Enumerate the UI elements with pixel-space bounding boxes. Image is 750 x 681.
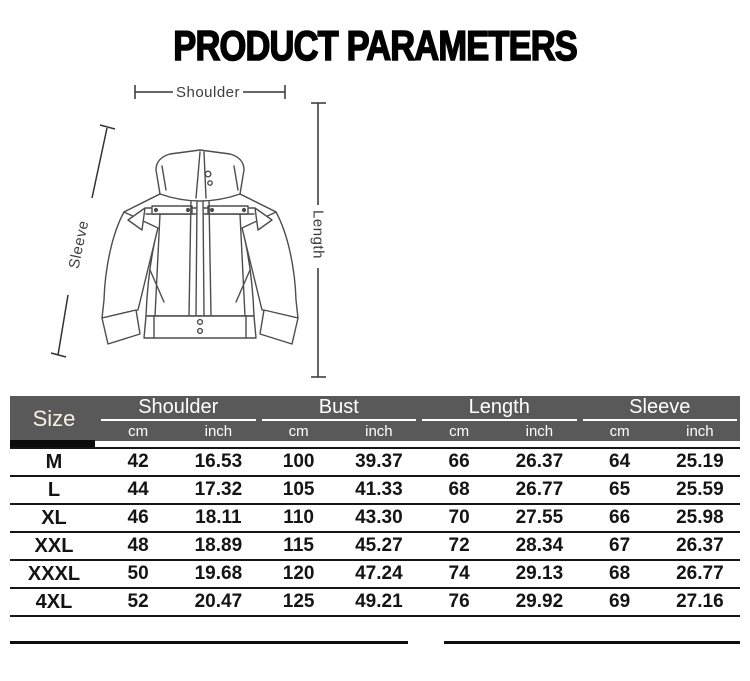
sleeve-group-header: Sleeve [582, 396, 737, 421]
value-cell: 28.34 [515, 535, 564, 556]
value-cell: 65 [609, 479, 631, 500]
table-row: XL 46 18.11 110 43.30 70 27.55 66 25.98 [10, 505, 740, 533]
value-cell: 43.30 [355, 507, 403, 528]
table-row: XXXL 50 19.68 120 47.24 74 29.13 68 26.7… [10, 561, 740, 589]
value-cell: 41.33 [355, 479, 403, 500]
jacket-measurement-diagram [50, 85, 326, 378]
value-cell: 105 [282, 479, 315, 500]
value-cell: 29.92 [515, 591, 564, 612]
value-cell: 68 [609, 563, 631, 584]
value-cell: 66 [448, 451, 470, 472]
value-cell: 27.55 [515, 507, 564, 528]
size-header-underline [10, 440, 95, 447]
size-cell: 4XL [35, 590, 73, 613]
value-cell: 25.98 [676, 507, 724, 528]
unit-header: inch [204, 422, 233, 440]
value-cell: 47.24 [355, 563, 403, 584]
value-cell: 67 [609, 535, 631, 556]
value-cell: 120 [282, 563, 315, 584]
value-cell: 48 [127, 535, 149, 556]
value-cell: 100 [282, 451, 315, 472]
unit-header: inch [686, 422, 714, 440]
value-cell: 29.13 [515, 563, 564, 584]
size-cell: M [45, 450, 63, 473]
bust-group-header: Bust [261, 396, 416, 421]
bottom-divider-right [444, 641, 740, 644]
value-cell: 42 [127, 451, 149, 472]
value-cell: 72 [448, 535, 470, 556]
value-cell: 52 [127, 591, 149, 612]
value-cell: 18.89 [194, 535, 243, 556]
value-cell: 18.11 [195, 507, 242, 528]
value-cell: 110 [283, 507, 314, 528]
size-cell: XL [41, 506, 67, 529]
value-cell: 66 [609, 507, 631, 528]
value-cell: 49.21 [355, 591, 403, 612]
value-cell: 25.19 [676, 451, 724, 472]
value-cell: 45.27 [355, 535, 403, 556]
length-group-header: Length [422, 396, 577, 421]
value-cell: 26.37 [676, 535, 724, 556]
value-cell: 115 [283, 535, 314, 556]
page-title: PRODUCT PARAMETERS [0, 21, 750, 70]
value-cell: 17.32 [194, 479, 243, 500]
value-cell: 26.37 [515, 451, 564, 472]
table-row: 4XL 52 20.47 125 49.21 76 29.92 69 27.16 [10, 589, 740, 617]
size-table-header: Size Shoulder Bust Length Sleeve cm inch… [10, 396, 740, 441]
value-cell: 19.68 [194, 563, 243, 584]
value-cell: 70 [448, 507, 470, 528]
value-cell: 74 [448, 563, 470, 584]
dimension-lines [50, 85, 326, 378]
unit-header: inch [525, 422, 554, 440]
length-dimension-label: Length [309, 210, 327, 259]
size-cell: L [47, 478, 61, 501]
value-cell: 46 [127, 507, 149, 528]
table-row: XXL 48 18.89 115 45.27 72 28.34 67 26.37 [10, 533, 740, 561]
table-row: M 42 16.53 100 39.37 66 26.37 64 25.19 [10, 447, 740, 477]
size-table-body: M 42 16.53 100 39.37 66 26.37 64 25.19 L… [10, 447, 740, 617]
value-cell: 76 [448, 591, 470, 612]
value-cell: 26.77 [676, 563, 724, 584]
unit-header: cm [609, 422, 630, 440]
value-cell: 44 [127, 479, 149, 500]
shoulder-group-header: Shoulder [101, 396, 256, 421]
value-cell: 25.59 [676, 479, 724, 500]
value-cell: 68 [448, 479, 470, 500]
table-row: L 44 17.32 105 41.33 68 26.77 65 25.59 [10, 477, 740, 505]
value-cell: 64 [609, 451, 631, 472]
value-cell: 16.53 [194, 451, 243, 472]
page-title-text: PRODUCT PARAMETERS [173, 21, 579, 70]
unit-header: cm [128, 422, 149, 440]
unit-header: cm [288, 422, 309, 440]
value-cell: 50 [127, 563, 149, 584]
value-cell: 26.77 [515, 479, 564, 500]
unit-header: inch [365, 422, 393, 440]
value-cell: 69 [609, 591, 631, 612]
size-cell: XXXL [27, 562, 81, 585]
value-cell: 125 [282, 591, 315, 612]
jacket-illustration [101, 149, 299, 345]
bottom-divider-left [10, 641, 408, 644]
unit-header: cm [449, 422, 470, 440]
value-cell: 39.37 [355, 451, 403, 472]
shoulder-dimension-label: Shoulder [175, 84, 241, 101]
size-cell: XXL [34, 534, 74, 557]
value-cell: 20.47 [194, 591, 243, 612]
size-column-header: Size [32, 405, 76, 431]
value-cell: 27.16 [676, 591, 724, 612]
